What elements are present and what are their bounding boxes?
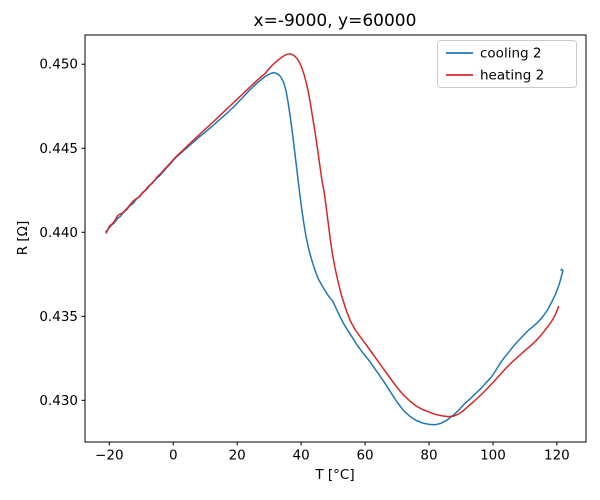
x-tick-label: 60 [356,448,373,464]
x-tick-label: 0 [169,448,178,464]
y-tick-label: 0.450 [39,57,78,73]
plot-series [105,53,564,426]
x-tick-label: −20 [95,448,124,464]
series-line-heating-2 [105,53,560,418]
x-axis-label: T [°C] [314,467,354,483]
plot-frame [84,34,587,443]
chart-title: x=-9000, y=60000 [254,11,417,31]
y-tick-label: 0.440 [39,225,78,241]
y-axis-ticks: 0.430 0.435 0.440 0.445 0.450 [39,57,85,409]
x-axis-ticks: −20 0 20 40 60 80 100 120 [95,442,570,464]
x-tick-label: 120 [544,448,570,464]
x-tick-label: 80 [420,448,437,464]
x-tick-label: 100 [480,448,506,464]
y-axis-label: R [Ω] [15,221,31,256]
x-tick-label: 40 [293,448,310,464]
x-tick-label: 20 [229,448,246,464]
legend: cooling 2 heating 2 [437,40,577,88]
y-tick-label: 0.435 [39,309,78,325]
y-tick-label: 0.445 [39,141,78,157]
legend-label-heating-2: heating 2 [480,68,544,84]
series-line-cooling-2 [105,71,564,426]
y-tick-label: 0.430 [39,393,78,409]
legend-label-cooling-2: cooling 2 [480,46,541,62]
